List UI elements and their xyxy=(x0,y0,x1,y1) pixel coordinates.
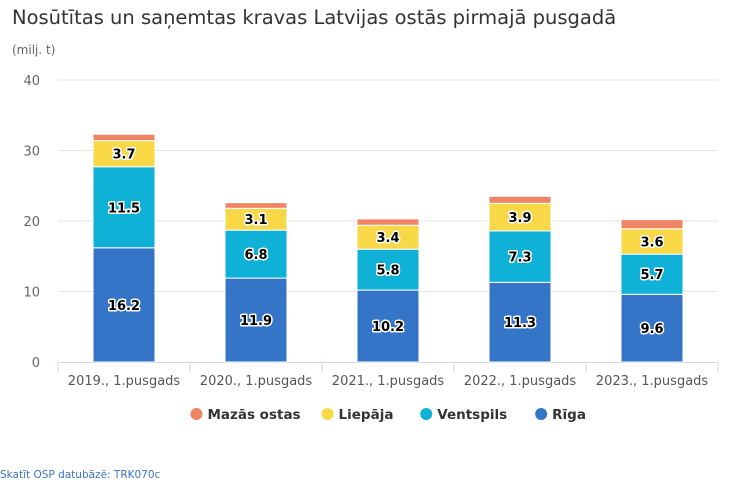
bar-segment xyxy=(92,247,156,363)
data-label: 16.2 xyxy=(108,299,140,314)
bar-segment xyxy=(356,248,420,291)
x-tick-label: 2019., 1.pusgads xyxy=(68,374,181,389)
legend-label: Ventspils xyxy=(437,407,507,423)
data-label: 7.3 xyxy=(508,251,531,266)
y-axis-unit: (milj. t) xyxy=(12,43,56,57)
data-label: 11.9 xyxy=(240,314,272,329)
x-tick-label: 2021., 1.pusgads xyxy=(332,374,445,389)
data-label: 10.2 xyxy=(372,320,404,335)
legend-marker xyxy=(420,408,433,420)
x-tick-label: 2022., 1.pusgads xyxy=(464,374,577,389)
y-tick-label: 30 xyxy=(23,145,40,160)
data-label: 6.8 xyxy=(244,248,267,263)
bar-segment xyxy=(488,230,552,283)
y-tick-label: 0 xyxy=(32,356,40,371)
data-label: 3.4 xyxy=(376,231,399,246)
bar-segment xyxy=(224,202,288,209)
bar-segment xyxy=(620,219,684,230)
bar-segment xyxy=(92,140,156,168)
data-label: 3.1 xyxy=(244,213,267,228)
legend-label: Liepāja xyxy=(339,407,394,423)
legend-marker xyxy=(190,408,203,420)
data-label: 5.8 xyxy=(376,264,399,279)
bar-segment xyxy=(488,195,552,204)
data-label: 3.7 xyxy=(112,148,135,163)
data-label: 3.6 xyxy=(640,235,663,250)
y-tick-label: 20 xyxy=(23,215,40,230)
database-source-link[interactable]: Skatīt OSP datubāzē: TRK070c xyxy=(0,469,161,481)
bar-segment xyxy=(356,218,420,226)
legend-label: Rīga xyxy=(552,407,586,423)
x-tick-label: 2023., 1.pusgads xyxy=(596,374,709,389)
data-label: 5.7 xyxy=(640,268,663,283)
bar-segment xyxy=(224,229,288,279)
data-label: 3.9 xyxy=(508,211,531,226)
bar-segment xyxy=(224,277,288,363)
x-tick-label: 2020., 1.pusgads xyxy=(200,374,313,389)
data-label: 11.5 xyxy=(108,201,140,216)
legend-marker xyxy=(321,408,334,420)
bar-segment xyxy=(620,228,684,255)
legend-label: Mazās ostas xyxy=(207,407,300,423)
bar-segment xyxy=(356,289,420,363)
bar-segment xyxy=(488,281,552,363)
y-tick-label: 10 xyxy=(23,286,40,301)
y-tick-label: 40 xyxy=(23,74,40,89)
bar-segment xyxy=(92,133,156,142)
chart-title: Nosūtītas un saņemtas kravas Latvijas os… xyxy=(12,6,617,29)
bar-segment xyxy=(620,253,684,295)
legend-marker xyxy=(535,408,548,420)
data-label: 9.6 xyxy=(640,322,663,337)
bar-segment xyxy=(620,293,684,363)
data-label: 11.3 xyxy=(504,316,536,331)
bar-segment xyxy=(92,166,156,249)
